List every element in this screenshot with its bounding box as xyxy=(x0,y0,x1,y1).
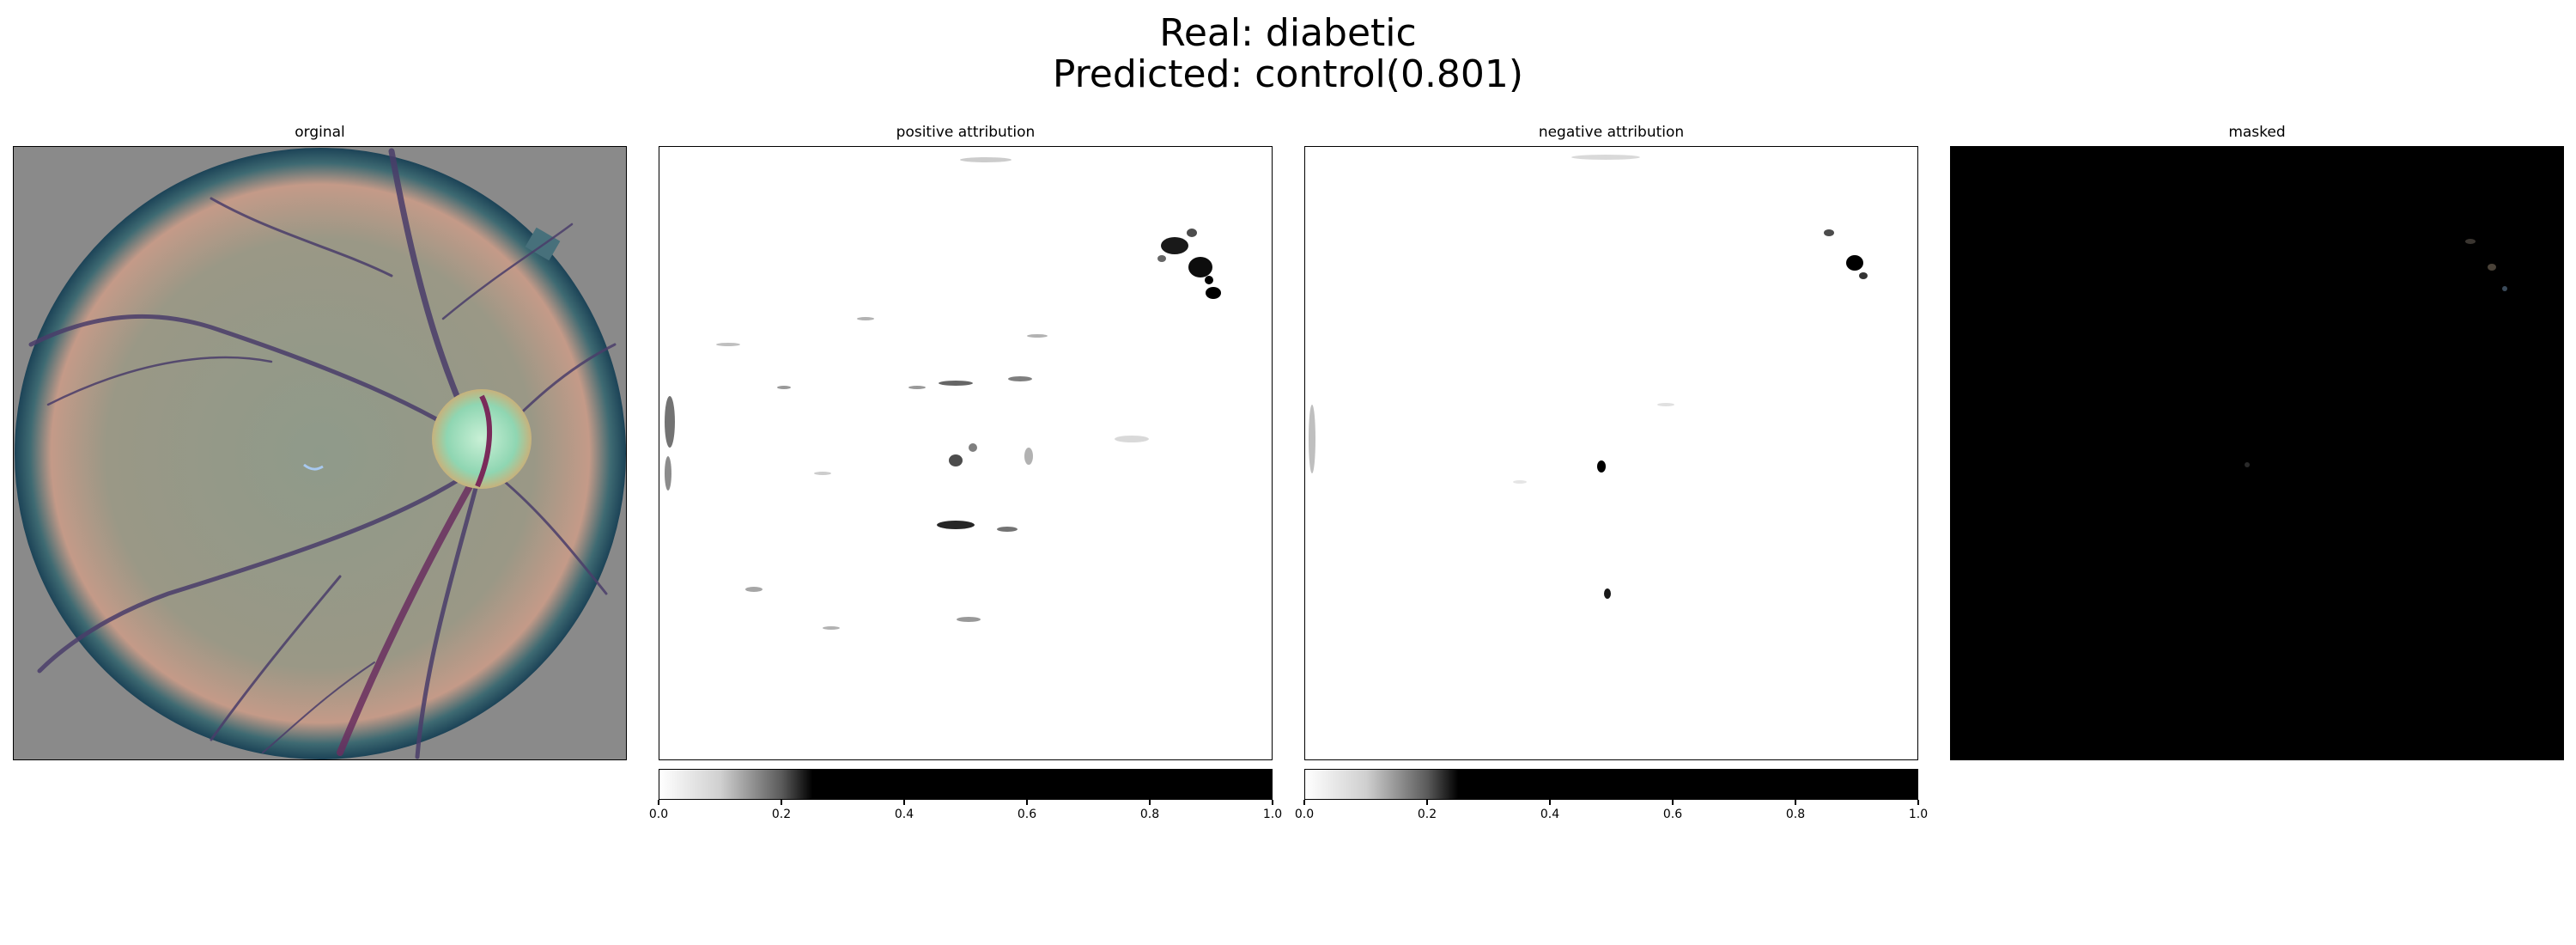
negative-colorbar-tick-label: 0.8 xyxy=(1785,808,1806,821)
positive-colorbar-tick xyxy=(1272,800,1273,805)
negative-attribution-colorbar xyxy=(1304,769,1918,800)
negative-colorbar-tick xyxy=(1549,800,1551,805)
panel-title-original: orginal xyxy=(295,124,345,141)
panel-title-positive: positive attribution xyxy=(896,124,1036,141)
figure-title-real: Real: diabetic xyxy=(1159,11,1417,55)
positive-colorbar-tick-label: 0.4 xyxy=(894,808,914,821)
positive-colorbar-tick-label: 0.0 xyxy=(648,808,669,821)
positive-colorbar-tick xyxy=(658,800,659,805)
negative-colorbar-tick-label: 0.6 xyxy=(1662,808,1683,821)
positive-colorbar-tick-label: 1.0 xyxy=(1262,808,1283,821)
positive-attribution-map xyxy=(659,146,1273,760)
figure-title-predicted: Predicted: control(0.801) xyxy=(1052,52,1524,96)
negative-colorbar-tick-label: 0.0 xyxy=(1294,808,1315,821)
positive-colorbar-tick-label: 0.2 xyxy=(771,808,792,821)
negative-attribution-map xyxy=(1304,146,1918,760)
negative-colorbar-tick-label: 0.2 xyxy=(1417,808,1437,821)
positive-colorbar-tick xyxy=(781,800,782,805)
panel-title-negative: negative attribution xyxy=(1538,124,1685,141)
original-fundus-image xyxy=(13,146,627,760)
positive-colorbar-tick-label: 0.8 xyxy=(1139,808,1160,821)
masked-image xyxy=(1950,146,2564,760)
negative-colorbar-tick xyxy=(1795,800,1796,805)
negative-colorbar-tick xyxy=(1303,800,1305,805)
negative-colorbar-tick xyxy=(1672,800,1674,805)
positive-colorbar-tick xyxy=(1026,800,1028,805)
negative-colorbar-tick-label: 1.0 xyxy=(1908,808,1929,821)
positive-colorbar-tick xyxy=(1149,800,1151,805)
negative-colorbar-tick xyxy=(1426,800,1428,805)
positive-attribution-colorbar xyxy=(659,769,1273,800)
positive-colorbar-tick-label: 0.6 xyxy=(1017,808,1037,821)
positive-colorbar-tick xyxy=(903,800,905,805)
negative-colorbar-tick-label: 0.4 xyxy=(1540,808,1560,821)
negative-colorbar-tick xyxy=(1917,800,1919,805)
panel-title-masked: masked xyxy=(2228,124,2286,141)
